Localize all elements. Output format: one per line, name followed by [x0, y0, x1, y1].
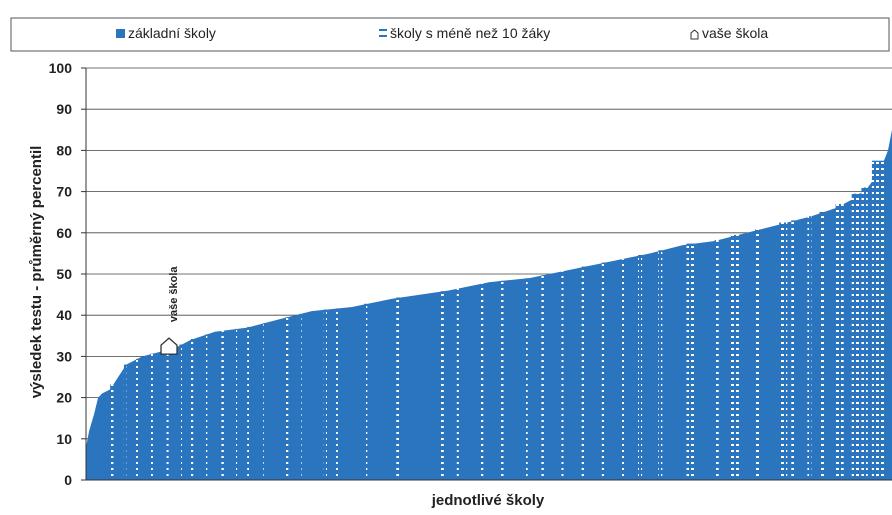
- small-school-bar: [730, 234, 739, 480]
- small-school-bar: [323, 309, 327, 480]
- small-school-bar: [235, 328, 238, 480]
- y-tick-label: 70: [56, 184, 72, 200]
- y-tick-label: 40: [56, 307, 72, 323]
- small-school-bar: [807, 216, 812, 480]
- small-school-bar: [247, 326, 250, 480]
- your-school-label: vaše škola: [168, 266, 180, 323]
- small-school-bar: [123, 364, 127, 480]
- small-school-bar: [150, 353, 153, 480]
- small-school-bar: [686, 243, 695, 480]
- legend-label-small-schools: školy s méně než 10 žáky: [390, 25, 550, 41]
- legend-box: [10, 17, 890, 52]
- small-school-bar: [561, 271, 564, 480]
- house-icon: [690, 29, 699, 40]
- small-school-bar: [581, 266, 586, 480]
- small-school-bar: [638, 255, 643, 480]
- small-school-bar: [456, 288, 459, 480]
- y-tick-label: 30: [56, 348, 72, 364]
- your-school-marker: vaše škola: [160, 266, 180, 355]
- small-school-bar: [819, 211, 825, 480]
- small-school-bar: [440, 291, 444, 480]
- small-school-bar: [335, 308, 338, 480]
- small-school-bar: [263, 323, 266, 480]
- small-school-bar: [525, 278, 528, 480]
- small-school-bar: [480, 283, 484, 480]
- y-tick-label: 50: [56, 266, 72, 282]
- y-axis-ticks: 0 10 20 30 40 50 60 70 80 90 100: [49, 60, 86, 488]
- small-school-bar: [190, 339, 194, 480]
- small-school-bar: [166, 349, 169, 480]
- y-tick-label: 100: [49, 60, 73, 76]
- y-tick-label: 20: [56, 390, 72, 406]
- small-school-bar: [779, 222, 788, 480]
- legend-swatch-small-schools: [379, 29, 387, 37]
- y-tick-label: 80: [56, 142, 72, 158]
- small-school-bar: [622, 258, 624, 480]
- small-school-bar: [110, 384, 114, 480]
- small-school-bar: [396, 297, 401, 480]
- legend: základní školy školy s méně než 10 žáky …: [10, 17, 890, 52]
- small-school-bar: [601, 262, 606, 480]
- bars-area: [86, 129, 892, 480]
- small-school-bar: [861, 187, 868, 480]
- small-school-bar: [205, 334, 208, 480]
- small-school-bar: [871, 160, 884, 480]
- y-tick-label: 90: [56, 101, 72, 117]
- legend-label-schools: základní školy: [128, 25, 216, 41]
- small-school-bar: [851, 193, 860, 480]
- small-school-bar: [364, 303, 368, 480]
- small-school-bar: [179, 344, 182, 480]
- small-school-bar: [755, 229, 760, 480]
- y-axis-title: výsledek testu - průměrný percentil: [28, 146, 45, 399]
- legend-label-your-school: vaše škola: [702, 25, 768, 41]
- small-school-bar: [221, 330, 224, 480]
- y-tick-label: 10: [56, 431, 72, 447]
- small-school-bar: [714, 240, 719, 480]
- small-school-bar: [835, 204, 844, 480]
- x-axis-title: jednotlivé školy: [431, 492, 545, 509]
- small-school-bands: [110, 160, 884, 480]
- small-school-bar: [299, 313, 302, 480]
- y-tick-label: 60: [56, 225, 72, 241]
- small-school-bar: [285, 317, 289, 480]
- small-school-bar: [791, 220, 796, 480]
- small-school-bar: [658, 250, 663, 480]
- house-icon: [160, 337, 178, 355]
- small-school-bar: [501, 280, 504, 480]
- small-school-bar: [136, 358, 138, 480]
- y-tick-label: 0: [64, 472, 72, 488]
- small-school-bar: [541, 275, 544, 480]
- legend-swatch-schools: [116, 29, 125, 38]
